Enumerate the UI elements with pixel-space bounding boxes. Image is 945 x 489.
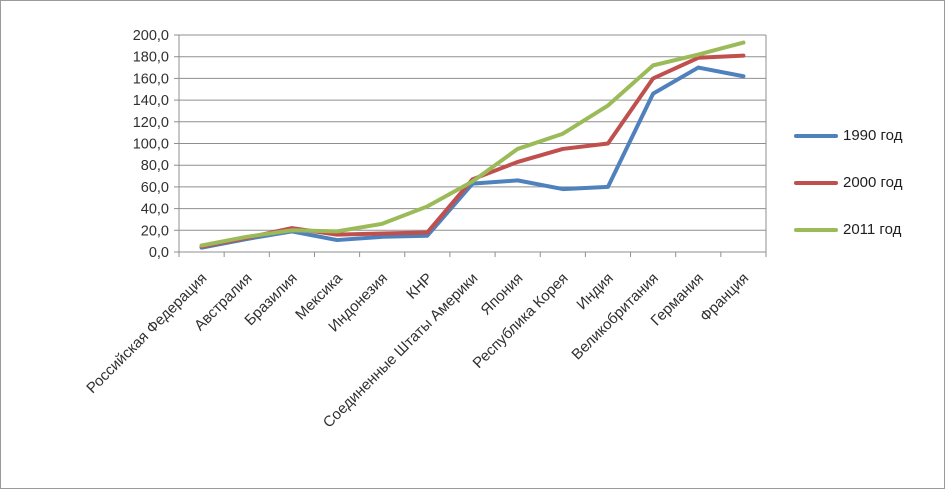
y-tick-label: 60,0 [141,180,169,196]
y-tick-label: 0,0 [149,245,169,261]
legend-item-2000[interactable]: 2000 год [794,174,902,191]
legend-label: 2011 год [843,221,902,238]
legend-line-swatch-2011 [794,227,838,232]
y-tick-label: 180,0 [133,50,169,66]
y-tick-label: 80,0 [141,158,169,174]
legend-line-swatch-2000 [794,180,838,185]
series-line-2011-год[interactable] [199,40,746,248]
x-category-label: КНР [403,270,436,303]
chart-legend: 1990 год 2000 год 2011 год [794,127,902,238]
x-category-label: Индия [573,270,616,313]
y-tick-label: 100,0 [133,137,169,153]
x-category-label: Франция [697,270,752,325]
legend-item-1990[interactable]: 1990 год [794,127,902,144]
y-tick-label: 160,0 [133,71,169,87]
legend-line-swatch-1990 [794,133,838,138]
y-tick-label: 200,0 [133,28,169,44]
series-line-1990-год[interactable] [199,65,746,250]
y-tick-label: 40,0 [141,202,169,218]
x-category-label: Соединенные Штаты Америки [320,270,482,432]
y-tick-label: 20,0 [141,223,169,239]
legend-label: 2000 год [843,174,903,191]
y-tick-label: 120,0 [133,115,169,131]
x-category-label: Российская Федерация [83,270,210,397]
legend-item-2011[interactable]: 2011 год [794,221,902,238]
y-tick-label: 140,0 [133,93,169,109]
legend-label: 1990 год [843,127,903,144]
series-line-2000-год[interactable] [199,53,746,249]
